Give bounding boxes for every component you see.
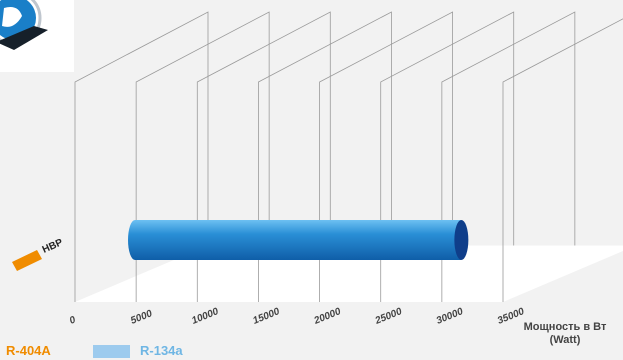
gridline-25000: [380, 11, 515, 302]
category-labels: HBP: [12, 237, 65, 271]
gridline-10000: [196, 11, 331, 302]
gridline-20000: [319, 11, 453, 302]
tick-label-10000: 10000: [190, 306, 220, 327]
chart-gridlines: [74, 11, 623, 302]
x-axis-title: Мощность в Вт (Watt): [523, 321, 607, 346]
gridline-0: [74, 11, 209, 302]
x-axis-ticks: 0 5000 10000 15000 20000 25000 30000 35000: [68, 306, 526, 327]
legend-marker-r404a: [12, 250, 42, 271]
gridline-35000: [502, 18, 623, 302]
tick-label-15000: 15000: [251, 306, 281, 327]
gridline-5000: [135, 11, 270, 302]
chart-bars: [128, 220, 469, 260]
bar-r134a-body: [135, 220, 462, 260]
gridline-15000: [258, 11, 392, 302]
category-label-hbp: HBP: [41, 237, 65, 256]
tick-label-0: 0: [68, 314, 78, 326]
bar-r134a-start-cap: [128, 220, 142, 260]
tick-label-5000: 5000: [129, 308, 154, 327]
legend-label-r404a: R-404A: [6, 343, 51, 358]
legend-swatch-r134a: [93, 345, 130, 358]
gridline-30000: [441, 11, 576, 302]
tick-label-20000: 20000: [312, 306, 343, 327]
bar-r134a-end-cap: [454, 220, 469, 260]
tick-label-25000: 25000: [373, 306, 404, 327]
brand-logo: [0, 0, 74, 72]
legend-label-r134a: R-134a: [140, 343, 183, 358]
tick-label-30000: 30000: [435, 306, 465, 327]
